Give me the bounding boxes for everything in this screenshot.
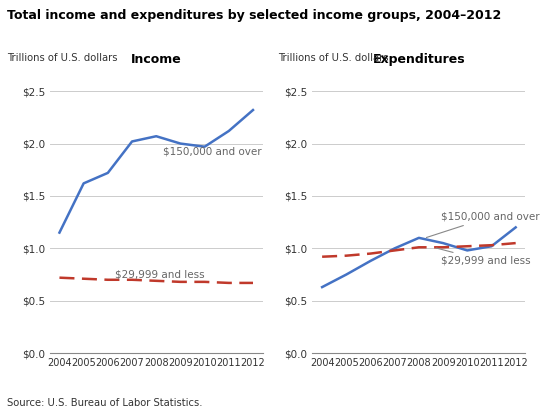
Text: $150,000 and over: $150,000 and over <box>426 212 539 237</box>
Text: Trillions of U.S. dollars: Trillions of U.S. dollars <box>278 53 388 63</box>
Text: $150,000 and over: $150,000 and over <box>164 147 262 157</box>
Text: $29,999 and less: $29,999 and less <box>436 248 530 266</box>
Text: Source: U.S. Bureau of Labor Statistics.: Source: U.S. Bureau of Labor Statistics. <box>7 398 202 408</box>
Title: Income: Income <box>131 53 181 66</box>
Text: $29,999 and less: $29,999 and less <box>115 269 205 279</box>
Title: Expenditures: Expenditures <box>373 53 465 66</box>
Text: Trillions of U.S. dollars: Trillions of U.S. dollars <box>7 53 117 63</box>
Text: Total income and expenditures by selected income groups, 2004–2012: Total income and expenditures by selecte… <box>7 9 501 22</box>
